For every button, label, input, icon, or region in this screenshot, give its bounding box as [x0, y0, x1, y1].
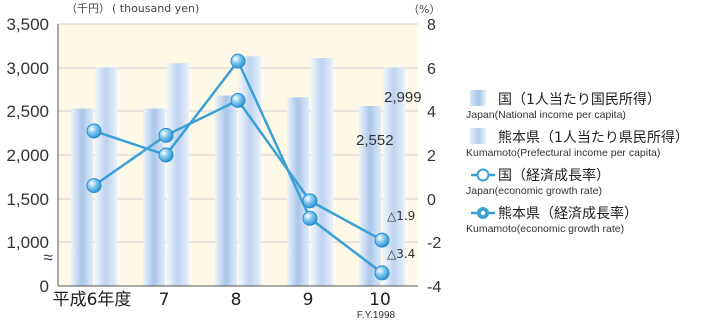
- bar-japan-income: [215, 95, 237, 286]
- right-tick-label: 6: [427, 61, 436, 78]
- bar-kumamoto-income: [383, 67, 405, 287]
- category-label: 10: [369, 290, 391, 310]
- legend-label-en: Kumamoto(Prefectural income per capita): [466, 147, 661, 159]
- left-tick-label: 3,000: [6, 59, 49, 78]
- legend-label-en: Japan(National income per capita): [466, 109, 626, 121]
- category-label: 平成6年度: [53, 290, 132, 310]
- marker-kumamoto-growth: [374, 265, 390, 281]
- left-tick-label: 3,500: [6, 15, 49, 34]
- left-axis-unit: （千円）: [66, 2, 110, 15]
- right-tick-label: -2: [427, 235, 441, 252]
- legend: 国（1人当たり国民所得） Japan(National income per c…: [466, 89, 702, 241]
- line-marker-icon: [471, 168, 495, 182]
- legend-label: 国（1人当たり国民所得）: [498, 92, 661, 108]
- left-tick-label: 2,000: [6, 146, 49, 165]
- marker-kumamoto-growth: [302, 210, 318, 226]
- category-labels: 平成6年度 7 8 9 10F.Y.1998: [53, 290, 396, 321]
- bar-kumamoto-income: [311, 58, 333, 287]
- right-tick-labels: -4 -2 0 2 4 6 8: [427, 17, 441, 296]
- left-tick-label: 2,500: [6, 102, 49, 121]
- marker-japan-growth: [158, 127, 174, 143]
- left-tick-label: 0: [40, 277, 49, 296]
- right-axis-unit: （%）: [408, 3, 440, 16]
- bar-swatch-icon: [470, 128, 496, 146]
- right-tick-label: 0: [427, 192, 436, 209]
- marker-kumamoto-growth: [86, 123, 102, 139]
- marker-japan-growth: [374, 232, 390, 248]
- right-tick-label: 2: [427, 148, 436, 165]
- legend-label-en: Japan(economic growth rate): [466, 185, 602, 197]
- category-label: 9: [303, 290, 314, 310]
- legend-item-kumamoto-growth: 熊本県（経済成長率） Kumamoto(economic growth rate…: [466, 203, 702, 241]
- category-label: 7: [159, 290, 170, 310]
- data-label-japan-income: 2,552: [356, 132, 394, 149]
- category-label: 8: [231, 290, 242, 310]
- markers-group: [86, 53, 390, 281]
- marker-kumamoto-growth: [158, 147, 174, 163]
- legend-item-japan-growth: 国（経済成長率） Japan(economic growth rate): [466, 165, 702, 203]
- data-label-japan-growth: △1.9: [387, 209, 415, 223]
- left-axis-unit-en: ( thousand yen): [112, 2, 199, 15]
- right-tick-label: 8: [427, 17, 436, 34]
- axis-break-mark: ≈: [43, 248, 52, 267]
- marker-kumamoto-growth: [230, 53, 246, 69]
- right-tick-label: -4: [427, 279, 441, 296]
- bar-swatch-icon: [470, 90, 496, 108]
- left-tick-label: 1,500: [6, 190, 49, 209]
- marker-japan-growth: [302, 193, 318, 209]
- legend-label: 国（経済成長率）: [498, 168, 610, 184]
- legend-label-en: Kumamoto(economic growth rate): [466, 223, 625, 235]
- line-marker-icon: [471, 207, 495, 219]
- data-label-kumamoto-growth: △3.4: [387, 247, 415, 261]
- legend-item-kumamoto-income: 熊本県（1人当たり県民所得） Kumamoto(Prefectural inco…: [466, 127, 702, 165]
- bar-japan-income: [71, 108, 93, 286]
- category-sublabel: F.Y.1998: [357, 310, 396, 321]
- left-tick-labels: 0 1,000 1,500 2,000 2,500 3,000 3,500: [6, 15, 49, 296]
- marker-japan-growth: [230, 92, 246, 108]
- legend-label: 熊本県（経済成長率）: [498, 206, 638, 222]
- bar-kumamoto-income: [167, 63, 189, 286]
- right-tick-label: 4: [427, 104, 436, 121]
- left-tick-label: 1,000: [6, 233, 49, 252]
- data-label-kumamoto-income: 2,999: [384, 89, 422, 106]
- gridlines: [58, 23, 418, 243]
- bar-kumamoto-income: [239, 56, 261, 286]
- legend-item-japan-income: 国（1人当たり国民所得） Japan(National income per c…: [466, 89, 702, 127]
- marker-japan-growth: [86, 178, 102, 194]
- legend-label: 熊本県（1人当たり県民所得）: [498, 130, 689, 146]
